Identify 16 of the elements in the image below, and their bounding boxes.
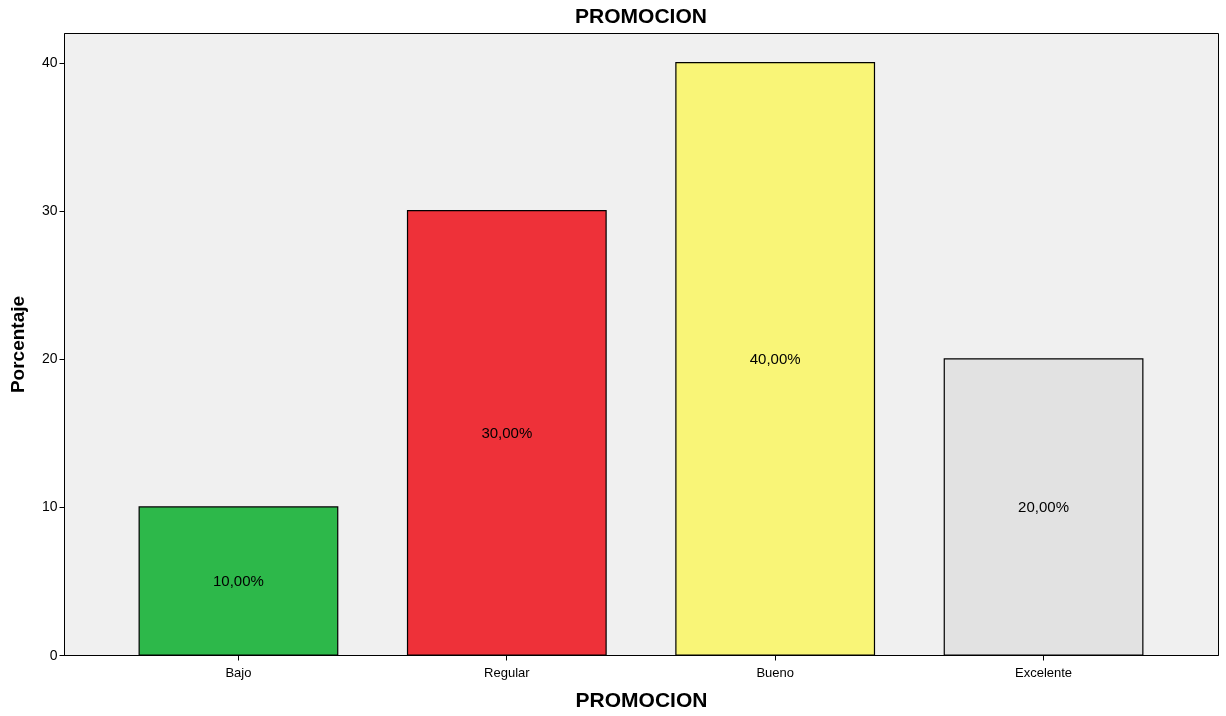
x-tick-label: Excelente [1015, 664, 1073, 680]
y-tick-label: 40 [41, 54, 58, 71]
data-label: 40,00% [749, 349, 801, 367]
y-axis-title: Porcentaje [6, 295, 28, 394]
x-tick-label: Bueno [756, 664, 794, 680]
y-tick-label: 0 [49, 646, 58, 663]
x-axis-title: PROMOCION [575, 687, 708, 711]
y-tick-label: 10 [41, 498, 58, 515]
chart-title: PROMOCION [575, 4, 707, 27]
x-tick-label: Regular [484, 664, 531, 680]
y-tick-label: 30 [41, 202, 58, 219]
data-label: 20,00% [1018, 497, 1069, 515]
x-tick-label: Bajo [225, 664, 252, 680]
y-tick-label: 20 [41, 350, 58, 367]
data-label: 10,00% [213, 571, 264, 589]
data-label: 30,00% [481, 423, 533, 441]
